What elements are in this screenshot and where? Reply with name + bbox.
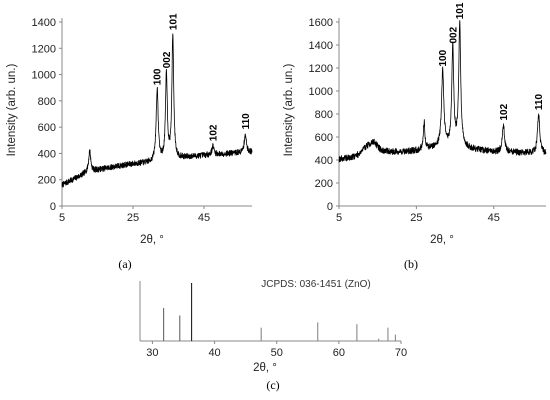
y-tick-label: 1000 (309, 86, 333, 98)
peak-label-002: 002 (448, 26, 459, 43)
y-tick-label: 800 (38, 96, 56, 108)
chart-title-c: JCPDS: 036-1451 (ZnO) (261, 279, 371, 290)
x-tick-label: 40 (208, 347, 220, 359)
peak-label-101: 101 (168, 13, 179, 30)
panel-label-b: (b) (404, 257, 418, 271)
y-tick-label: 1400 (309, 40, 333, 52)
y-tick-label: 800 (315, 109, 333, 121)
peak-label-101: 101 (455, 2, 466, 19)
y-tick-label: 1400 (32, 17, 56, 29)
y-tick-label: 0 (327, 201, 333, 213)
xrd-pattern-line (61, 33, 253, 188)
y-tick-label: 600 (315, 132, 333, 144)
xlabel-c: 2θ, ° (253, 362, 277, 374)
peak-label-110: 110 (241, 113, 252, 130)
y-tick-label: 400 (38, 148, 56, 160)
x-tick-label: 25 (127, 212, 139, 224)
ylabel-b: Intensity (arb. un.) (283, 63, 295, 156)
x-tick-label: 5 (336, 212, 342, 224)
y-tick-label: 1000 (32, 70, 56, 82)
y-tick-label: 400 (315, 155, 333, 167)
xlabel-b: 2θ, ° (430, 234, 454, 246)
peak-label-102: 102 (499, 103, 510, 120)
y-tick-label: 1600 (309, 17, 333, 29)
peak-label-102: 102 (208, 124, 219, 141)
x-tick-label: 25 (410, 212, 422, 224)
x-tick-label: 5 (59, 212, 65, 224)
x-tick-label: 60 (333, 347, 345, 359)
peak-label-100: 100 (438, 49, 449, 66)
x-tick-label: 50 (271, 347, 283, 359)
panel-label-c: (c) (266, 378, 279, 392)
x-tick-label: 45 (488, 212, 500, 224)
y-tick-label: 200 (315, 178, 333, 190)
peak-label-100: 100 (153, 68, 164, 85)
x-tick-label: 45 (198, 212, 210, 224)
y-tick-label: 1200 (32, 43, 56, 55)
xlabel-a: 2θ, ° (140, 234, 164, 246)
xrd-pattern-line (338, 20, 547, 163)
x-tick-label: 30 (146, 347, 158, 359)
ylabel-a: Intensity (arb. un.) (6, 63, 18, 156)
y-tick-label: 0 (50, 201, 56, 213)
y-tick-label: 600 (38, 122, 56, 134)
peak-label-110: 110 (534, 94, 545, 111)
y-tick-label: 200 (38, 175, 56, 187)
chart-panel-c: JCPDS: 036-1451 (ZnO) 2θ, ° (c) 30 40 50 60… (139, 279, 407, 392)
x-tick-label: 70 (395, 347, 407, 359)
y-tick-label: 1200 (309, 63, 333, 75)
chart-panel-b: Intensity (arb. un.) 2θ, ° (b) 0 200 400 60… (283, 2, 547, 271)
chart-panel-a: Intensity (arb. un.) 2θ, ° (a) 0 200 400 60… (6, 13, 253, 271)
peak-label-002: 002 (162, 51, 173, 68)
panel-label-a: (a) (118, 257, 131, 271)
